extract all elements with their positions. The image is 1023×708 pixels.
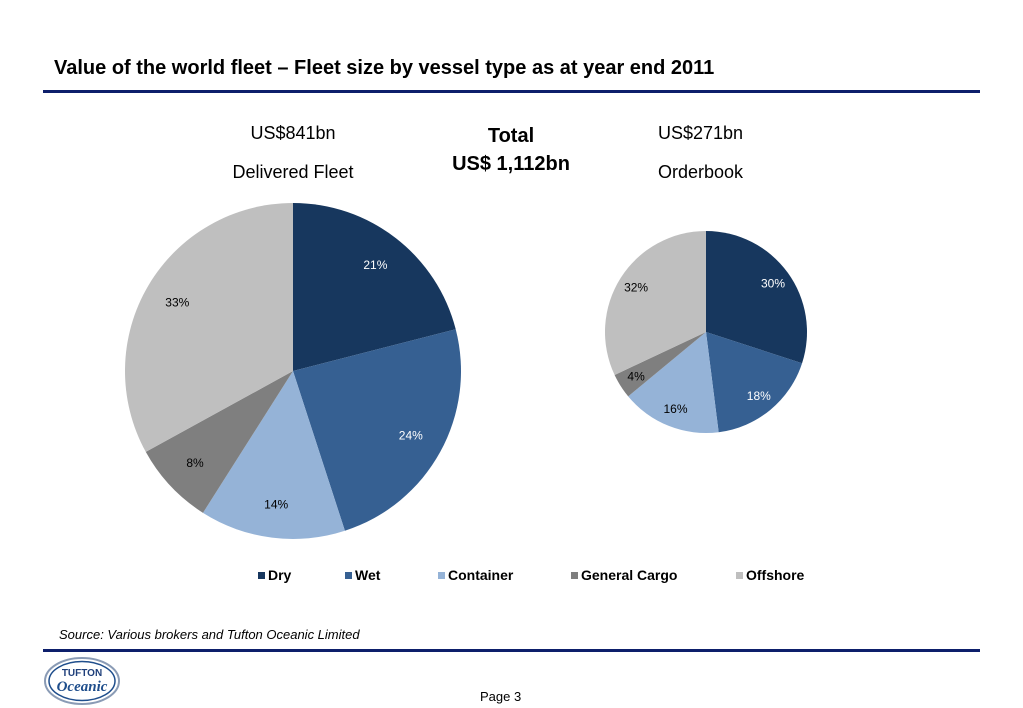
legend-label-dry: Dry <box>268 567 292 583</box>
legend-item-general-cargo: General Cargo <box>571 567 677 583</box>
delivered-slice-general-cargo <box>145 371 293 513</box>
logo-text-oceanic: Oceanic <box>57 679 108 695</box>
delivered-slice-container <box>202 371 345 540</box>
orderbook-label-general-cargo: 4% <box>627 369 645 383</box>
orderbook-value: US$271bn <box>658 123 744 143</box>
legend-item-container: Container <box>438 567 513 583</box>
delivered-slice-dry <box>293 203 456 371</box>
orderbook-label-dry: 30% <box>761 276 785 290</box>
delivered-value: US$841bn <box>250 123 336 143</box>
legend: Dry Wet Container General Cargo Offshore <box>0 567 1023 587</box>
orderbook-slice-general-cargo <box>614 332 706 397</box>
legend-swatch-offshore <box>736 571 743 579</box>
header-rule <box>43 90 980 93</box>
logo-text-tufton: TUFTON <box>62 668 102 679</box>
legend-label-offshore: Offshore <box>746 567 805 583</box>
orderbook-slice-container <box>628 332 719 433</box>
legend-label-container: Container <box>448 567 514 583</box>
legend-swatch-general-cargo <box>571 571 578 579</box>
legend-swatch-dry <box>258 571 265 579</box>
total-line1: Total <box>487 125 535 147</box>
total-line2: US$ 1,112bn <box>452 153 570 175</box>
orderbook-slice-offshore <box>604 231 706 375</box>
orderbook-slice-dry <box>706 231 808 364</box>
delivered-label-general-cargo: 8% <box>186 456 204 470</box>
source-note: Source: Various brokers and Tufton Ocean… <box>59 627 360 642</box>
delivered-name: Delivered Fleet <box>232 162 354 182</box>
legend-swatch-wet <box>345 571 352 579</box>
legend-swatch-container <box>438 571 445 579</box>
delivered-label-offshore: 33% <box>165 296 189 310</box>
orderbook-label-container: 16% <box>663 402 687 416</box>
orderbook-slice-wet <box>706 332 803 433</box>
legend-item-offshore: Offshore <box>736 567 804 583</box>
orderbook-label-wet: 18% <box>747 389 771 403</box>
orderbook-name: Orderbook <box>658 162 744 182</box>
page-number: Page 3 <box>480 689 522 704</box>
total-label: Total US$ 1,112bn <box>452 122 570 178</box>
footer-rule <box>43 649 980 652</box>
delivered-slice-offshore <box>125 203 293 452</box>
tufton-oceanic-logo: TUFTON Oceanic <box>44 657 120 705</box>
delivered-label-container: 14% <box>264 497 288 511</box>
legend-item-wet: Wet <box>345 567 380 583</box>
delivered-label-dry: 21% <box>363 258 387 272</box>
delivered-slice-wet <box>293 329 461 531</box>
delivered-label-wet: 24% <box>399 429 423 443</box>
page-title: Value of the world fleet – Fleet size by… <box>54 57 715 79</box>
legend-label-wet: Wet <box>355 567 381 583</box>
orderbook-label-offshore: 32% <box>624 281 648 295</box>
legend-item-dry: Dry <box>258 567 291 583</box>
legend-label-general-cargo: General Cargo <box>581 567 678 583</box>
